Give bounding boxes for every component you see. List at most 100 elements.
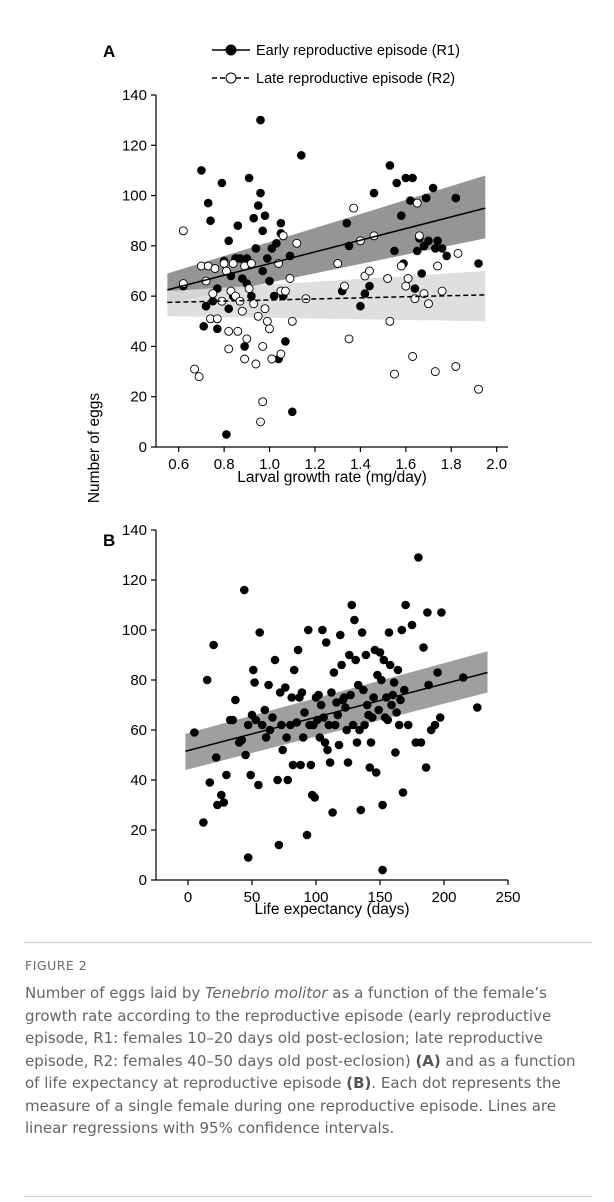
data-point-r1 (424, 236, 433, 246)
panel-label-a: A (103, 42, 115, 61)
data-point-r1 (396, 211, 406, 220)
data-point (379, 655, 389, 665)
data-point-r2 (244, 284, 254, 294)
data-point-r2 (333, 259, 343, 268)
data-point (249, 665, 258, 675)
data-point-r2 (194, 372, 204, 382)
regression-line-a-1 (167, 207, 486, 291)
x-tick-label: 1.8 (441, 456, 462, 473)
data-point (403, 720, 413, 730)
data-point (190, 728, 199, 737)
data-point-r2 (256, 417, 265, 427)
x-tick-label: 250 (495, 889, 520, 906)
data-point-r2 (430, 367, 440, 377)
data-point (365, 763, 375, 772)
y-tick-label: 60 (130, 288, 147, 305)
data-point-r1 (224, 236, 233, 246)
data-point-r1 (390, 246, 399, 256)
caption-separator-top (24, 942, 592, 943)
y-tick-label: 120 (122, 572, 147, 589)
data-point (260, 705, 270, 715)
data-point-r1 (269, 291, 279, 301)
data-point (334, 740, 344, 750)
regression-line-b-1 (185, 671, 488, 752)
y-tick-label: 40 (130, 338, 147, 355)
data-point-r2 (262, 316, 272, 326)
data-point (320, 738, 330, 747)
data-point-r1 (224, 304, 233, 314)
data-point (310, 793, 320, 802)
data-point (394, 720, 404, 730)
data-point-r1 (281, 337, 290, 346)
data-point (430, 720, 440, 730)
data-point (396, 695, 405, 705)
data-point-r1 (369, 188, 379, 198)
y-tick-label: 20 (130, 822, 147, 839)
data-point (257, 720, 267, 730)
data-point-r1 (360, 289, 370, 298)
data-point-r1 (253, 201, 263, 210)
data-point (337, 660, 346, 670)
data-point-r1 (287, 407, 297, 417)
x-tick-label: 0.6 (168, 456, 189, 473)
x-tick-label: 50 (244, 889, 261, 906)
data-point (343, 758, 353, 767)
data-point-r1 (392, 178, 402, 188)
data-point-r2 (344, 334, 354, 344)
data-point (435, 713, 445, 722)
data-point-r2 (365, 266, 374, 276)
data-point-r2 (208, 289, 218, 299)
caption-ref-b: (B) (346, 1074, 372, 1092)
data-point (433, 668, 442, 677)
data-point-r1 (410, 284, 420, 293)
data-point (352, 738, 362, 747)
data-point (355, 725, 364, 735)
data-point (228, 715, 238, 725)
x-axis-label-b: Life expectancy (days) (254, 901, 409, 918)
data-point (356, 805, 366, 815)
data-point-r1 (442, 251, 452, 261)
caption-text-2: as a function of the female’s growth rat… (25, 984, 552, 1070)
data-point-r2 (451, 362, 461, 371)
caption-separator-bottom (24, 1196, 592, 1197)
x-tick-label: 200 (431, 889, 456, 906)
data-point-r2 (178, 226, 188, 236)
data-point (344, 650, 354, 660)
data-point (274, 840, 284, 850)
y-tick-label: 80 (130, 238, 147, 255)
data-point-r2 (233, 326, 243, 336)
data-point (384, 628, 394, 637)
data-point (243, 853, 253, 862)
figure-2: A B Early reproductive episode (R1) Late… (86, 42, 521, 918)
data-point (283, 775, 293, 785)
x-tick-label: 2.0 (486, 456, 507, 473)
x-tick-label: 150 (367, 889, 392, 906)
data-point-r2 (383, 274, 393, 283)
data-point-r1 (217, 178, 227, 188)
figure-caption-label: FIGURE 2 (25, 958, 88, 973)
data-point-r2 (453, 248, 463, 258)
legend-label-r2: Late reproductive episode (R2) (256, 71, 455, 87)
data-point (383, 715, 393, 725)
data-point (378, 865, 387, 875)
data-point (298, 733, 308, 742)
data-point-r1 (421, 193, 431, 203)
y-tick-label: 0 (139, 439, 147, 456)
data-point (296, 760, 305, 770)
data-point-r1 (433, 236, 442, 246)
data-point-r2 (242, 334, 252, 344)
data-point (251, 715, 261, 725)
data-point-r1 (385, 161, 395, 170)
data-point-r1 (474, 259, 483, 268)
data-point (268, 713, 277, 722)
data-point (378, 800, 387, 810)
data-point-r1 (197, 166, 206, 175)
data-point-r1 (206, 216, 215, 225)
data-point (217, 790, 226, 800)
data-point (209, 640, 218, 650)
data-point (306, 760, 316, 770)
data-point (376, 675, 386, 685)
data-point (346, 690, 355, 700)
data-point (361, 650, 371, 660)
caption-text-3: and as a function of life expectancy at … (25, 1051, 576, 1093)
